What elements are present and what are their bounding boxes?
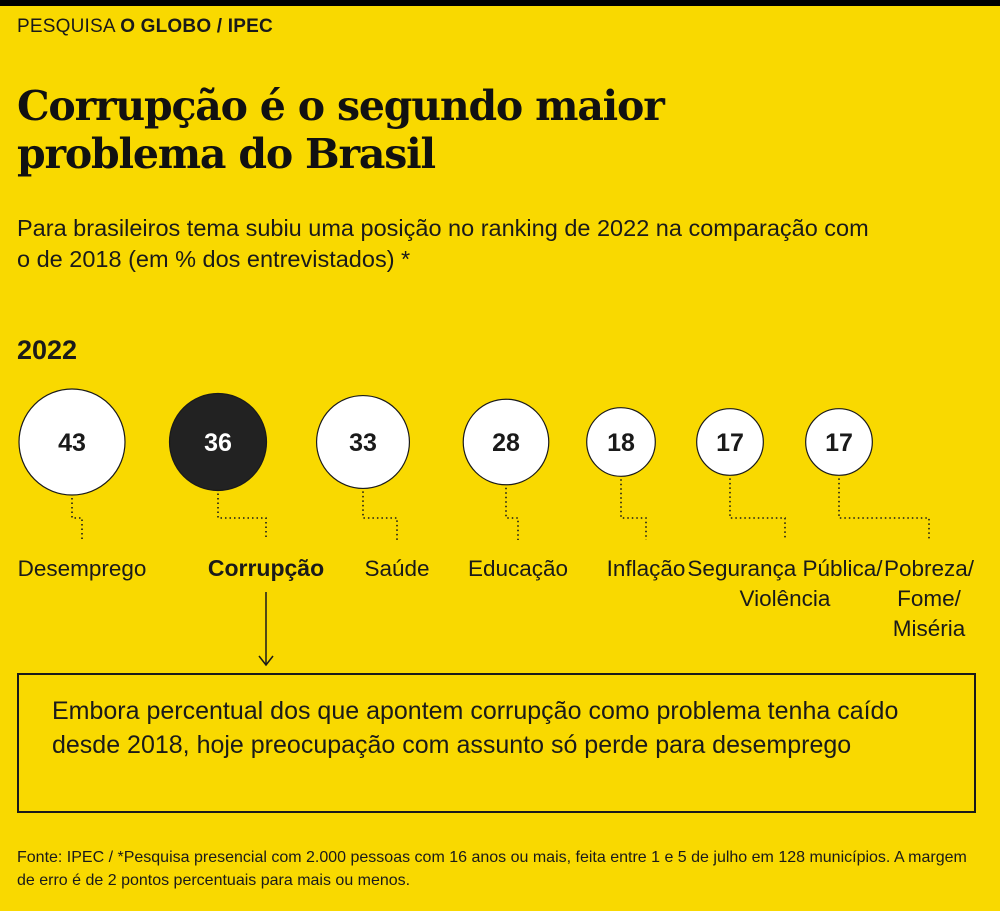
value-label-desemprego: 43 xyxy=(58,429,86,457)
bubble-corrupcao xyxy=(168,392,268,492)
bubble-desemprego xyxy=(18,388,126,496)
annotation-arrow-head xyxy=(258,655,274,667)
kicker: PESQUISA O GLOBO / IPEC xyxy=(17,16,273,38)
annotation-box xyxy=(17,673,976,813)
page-title: Corrupção é o segundo maior problema do … xyxy=(17,82,665,178)
value-label-seguranca-publica-violencia: 17 xyxy=(716,429,744,457)
bubble-pobreza-fome-miseria xyxy=(805,408,873,476)
value-label-inflacao: 18 xyxy=(607,429,635,457)
source-footnote: Fonte: IPEC / *Pesquisa presencial com 2… xyxy=(17,849,967,889)
category-label-inflacao: Inflação xyxy=(607,556,686,581)
bubble-seguranca-publica-violencia xyxy=(696,408,764,476)
value-label-pobreza-fome-miseria: 17 xyxy=(825,429,853,457)
value-label-educacao: 28 xyxy=(492,429,520,457)
leader-line-desemprego xyxy=(71,498,83,540)
year-label: 2022 xyxy=(17,335,78,365)
annotation-text: Embora percentual dos que apontem corrup… xyxy=(52,697,899,759)
value-label-corrupcao: 36 xyxy=(204,429,232,457)
kicker-prefix: PESQUISA xyxy=(17,16,115,37)
leader-line-corrupcao xyxy=(217,493,267,540)
subtitle: Para brasileiros tema subiu uma posição … xyxy=(17,215,869,272)
category-label-desemprego: Desemprego xyxy=(18,556,147,581)
category-label-saude: Saúde xyxy=(364,556,429,581)
kicker-brand: O GLOBO / IPEC xyxy=(120,16,273,37)
leader-line-educacao xyxy=(505,487,519,540)
top-rule xyxy=(0,0,1000,6)
bubble-saude xyxy=(315,394,411,490)
value-label-saude: 33 xyxy=(349,429,377,457)
leader-line-seguranca-publica-violencia xyxy=(729,478,786,540)
leader-line-inflacao xyxy=(620,479,647,540)
leader-line-pobreza-fome-miseria xyxy=(838,478,930,540)
bubble-inflacao xyxy=(586,407,656,477)
category-label-pobreza-fome-miseria: Pobreza/Fome/Miséria xyxy=(884,556,975,641)
leader-line-saude xyxy=(362,491,398,540)
category-label-educacao: Educação xyxy=(468,556,568,581)
bubble-educacao xyxy=(462,398,550,486)
category-label-seguranca-publica-violencia: Segurança Pública/Violência xyxy=(687,556,883,611)
category-label-corrupcao: Corrupção xyxy=(208,555,324,581)
